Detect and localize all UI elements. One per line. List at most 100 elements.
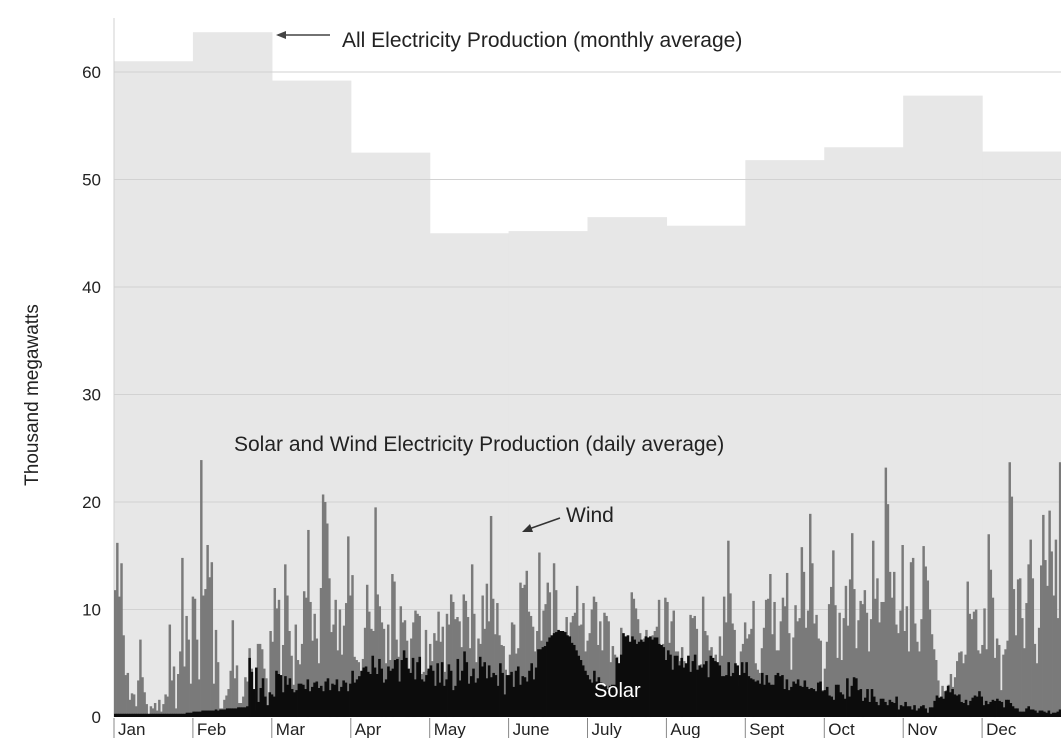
- solar-bar-4: [122, 713, 126, 717]
- solar-bar-311: [810, 687, 813, 717]
- solar-bar-282: [745, 662, 748, 717]
- wind-bar-384: [920, 619, 923, 717]
- solar-bar-213: [590, 682, 594, 717]
- solar-bar-375: [953, 694, 957, 717]
- y-tick-label-3: 30: [82, 386, 101, 405]
- solar-bar-78: [288, 678, 292, 717]
- annotation-wind-text: Wind: [566, 504, 614, 527]
- y-tick-label-4: 40: [82, 278, 101, 297]
- wind-bar-280: [701, 596, 705, 717]
- solar-bar-195: [550, 635, 554, 717]
- solar-bar-127: [398, 681, 401, 717]
- wind-bar-410: [974, 609, 978, 717]
- wind-bar-408: [970, 619, 974, 717]
- wind-bar-309: [762, 627, 766, 717]
- solar-bar-175: [505, 675, 509, 717]
- solar-bar-307: [801, 686, 804, 717]
- wind-bar-100: [323, 502, 327, 717]
- solar-bar-190: [539, 649, 542, 717]
- solar-bar-283: [747, 676, 751, 717]
- wind-bar-42: [202, 595, 205, 717]
- solar-bar-134: [414, 679, 417, 718]
- solar-bar-88: [311, 686, 314, 717]
- grid-lines: [113, 18, 1061, 717]
- solar-bar-245: [662, 647, 666, 718]
- wind-bar-349: [846, 625, 850, 718]
- solar-bar-291: [765, 675, 769, 717]
- solar-bar-36: [194, 711, 198, 718]
- wind-bar-52: [223, 699, 226, 717]
- wind-bar-407: [968, 613, 972, 717]
- solar-bar-118: [378, 658, 381, 717]
- wind-bar-403: [960, 651, 963, 717]
- solar-bar-86: [306, 679, 310, 718]
- wind-bar-197: [527, 611, 531, 717]
- solar-bar-377: [958, 694, 961, 717]
- solar-bar-15: [147, 713, 151, 717]
- wind-bar-82: [286, 595, 289, 717]
- solar-bar-123: [389, 670, 392, 717]
- annotation-wind-arrowhead: [522, 524, 533, 532]
- annotation-wind-arrow-line: [525, 517, 561, 531]
- wind-bar-128: [382, 628, 386, 717]
- wind-bar-335: [817, 638, 820, 717]
- solar-bar-21: [161, 713, 164, 717]
- solar-bar-286: [754, 681, 757, 717]
- solar-bar-254: [682, 667, 686, 717]
- solar-bar-380: [964, 699, 968, 717]
- y-tick-labels: 0 10 20 30 40 50 60: [82, 63, 101, 727]
- solar-series: [114, 629, 1061, 718]
- solar-bar-81: [295, 690, 298, 718]
- wind-bar-313: [771, 634, 774, 717]
- wind-bar-387: [926, 580, 930, 717]
- month-label-8: Sept: [749, 720, 784, 738]
- solar-bar-74: [279, 675, 283, 717]
- wind-bar-14: [143, 692, 146, 717]
- solar-bar-220: [606, 689, 610, 717]
- solar-bar-215: [595, 681, 598, 717]
- solar-bar-98: [333, 684, 336, 717]
- wind-bar-15: [145, 704, 148, 717]
- solar-bar-343: [881, 698, 885, 717]
- solar-bar-398: [1005, 699, 1008, 717]
- solar-bar-355: [908, 706, 912, 717]
- solar-bar-222: [611, 684, 614, 717]
- month-label-10: Nov: [907, 720, 938, 738]
- solar-bar-400: [1009, 703, 1013, 717]
- wind-bar-158: [445, 613, 449, 717]
- month-label-2: Mar: [276, 720, 306, 738]
- solar-bar-176: [508, 675, 511, 717]
- solar-bar-403: [1016, 708, 1019, 717]
- solar-bar-6: [127, 713, 131, 717]
- solar-bar-372: [946, 685, 950, 717]
- solar-bar-295: [774, 675, 778, 717]
- solar-bar-197: [555, 632, 558, 717]
- solar-bar-29: [178, 713, 182, 717]
- month-label-7: Aug: [670, 720, 700, 738]
- solar-bar-224: [615, 657, 619, 718]
- wind-bar-55: [229, 670, 232, 717]
- wind-bar-78: [277, 599, 281, 717]
- solar-bar-71: [272, 696, 276, 717]
- solar-bar-302: [790, 686, 793, 717]
- solar-bar-203: [568, 636, 572, 718]
- wind-bar-171: [473, 613, 476, 717]
- y-tick-label-5: 50: [82, 171, 101, 190]
- solar-bar-261: [698, 665, 701, 717]
- wind-bar-41: [200, 460, 203, 717]
- wind-bar-436: [1029, 539, 1032, 718]
- solar-bar-194: [548, 637, 551, 717]
- solar-bar-350: [897, 709, 901, 717]
- solar-bar-351: [899, 705, 903, 717]
- wind-bar-390: [932, 649, 936, 717]
- wind-bar-378: [907, 651, 911, 717]
- solar-bar-37: [196, 711, 200, 718]
- solar-bar-333: [859, 689, 863, 717]
- solar-bar-364: [928, 707, 932, 717]
- wind-bar-62: [244, 677, 247, 717]
- solar-bar-54: [234, 708, 238, 717]
- wind-bar-327: [800, 547, 804, 717]
- solar-bar-313: [814, 691, 818, 717]
- solar-bar-287: [756, 680, 760, 717]
- wind-bar-196: [525, 570, 529, 717]
